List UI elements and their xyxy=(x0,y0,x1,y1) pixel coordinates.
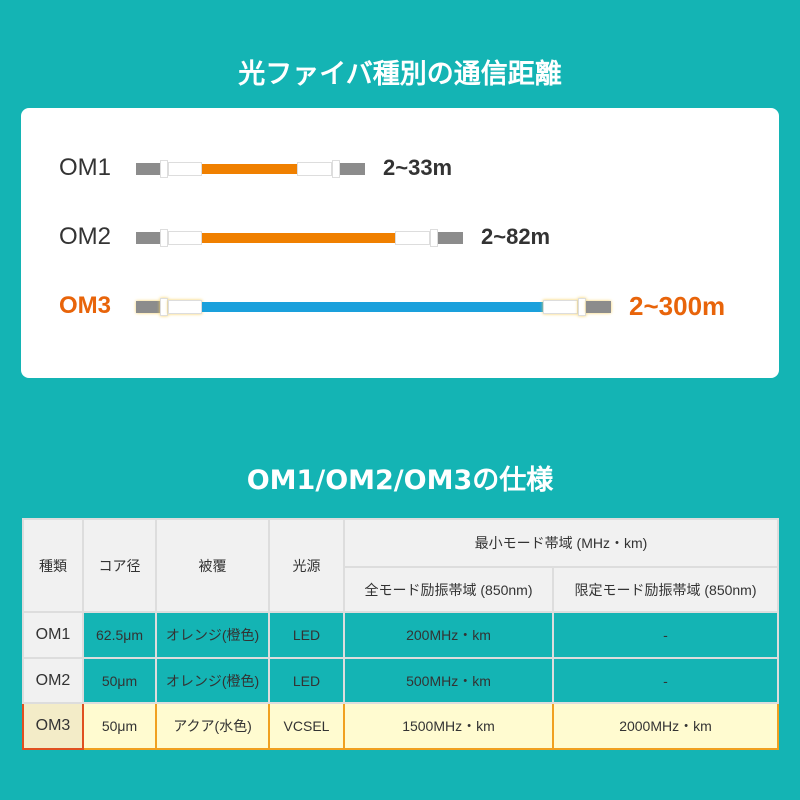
table-cell: 50μm xyxy=(82,657,157,704)
table-cell: 1500MHz・km xyxy=(343,702,554,750)
connector-sleeve xyxy=(168,231,202,245)
connector-plug xyxy=(136,301,160,313)
connector-plug xyxy=(136,163,160,175)
connector-sleeve xyxy=(297,162,332,176)
fiber-cable xyxy=(202,302,543,312)
distance-range: 2~300m xyxy=(629,291,726,321)
table-row: OM3 50μm アクア(水色) VCSEL 1500MHz・km 2000MHz・km xyxy=(22,702,779,750)
header-core: コア径 xyxy=(82,518,157,613)
connector-boot xyxy=(160,298,168,316)
header-type: 種類 xyxy=(22,518,84,613)
table-cell: 50μm xyxy=(82,702,157,750)
table-cell: アクア(水色) xyxy=(155,702,270,750)
table-cell: LED xyxy=(268,611,345,659)
connector-plug xyxy=(438,232,463,244)
table-cell: OM3 xyxy=(22,702,84,750)
connector-sleeve xyxy=(395,231,430,245)
cable-label: OM1 xyxy=(59,154,112,181)
table-cell: オレンジ(橙色) xyxy=(155,611,270,659)
fiber-cable xyxy=(202,164,297,174)
connector-plug xyxy=(340,163,365,175)
table-cell: 200MHz・km xyxy=(343,611,554,659)
table-cell: VCSEL xyxy=(268,702,345,750)
table-cell: - xyxy=(552,611,779,659)
connector-sleeve xyxy=(168,300,202,314)
connector-boot xyxy=(332,160,340,178)
cable-label: OM2 xyxy=(59,223,112,250)
table-cell: 2000MHz・km xyxy=(552,702,779,750)
connector-boot xyxy=(160,229,168,247)
connector-plug xyxy=(136,232,160,244)
header-limited-mode: 限定モード励振帯域 (850nm) xyxy=(552,566,779,613)
table-cell: OM1 xyxy=(22,611,84,659)
table-cell: オレンジ(橙色) xyxy=(155,657,270,704)
table-cell: 62.5μm xyxy=(82,611,157,659)
connector-sleeve xyxy=(543,300,578,314)
table-row: OM2 50μm オレンジ(橙色) LED 500MHz・km - xyxy=(22,657,779,704)
distance-range: 2~82m xyxy=(481,224,551,249)
table-cell: - xyxy=(552,657,779,704)
connector-plug xyxy=(586,301,611,313)
connector-boot xyxy=(578,298,586,316)
header-bandwidth: 最小モード帯域 (MHz・km) xyxy=(343,518,779,568)
fiber-cable xyxy=(202,233,395,243)
table-row: OM1 62.5μm オレンジ(橙色) LED 200MHz・km - xyxy=(22,611,779,659)
header-source: 光源 xyxy=(268,518,345,613)
spec-table: 種類 コア径 被覆 光源 最小モード帯域 (MHz・km) 全モード励振帯域 (… xyxy=(22,518,779,750)
connector-boot xyxy=(160,160,168,178)
header-full-mode: 全モード励振帯域 (850nm) xyxy=(343,566,554,613)
section-title-spec: OM1/OM2/OM3の仕様 xyxy=(246,465,554,496)
table-cell: 500MHz・km xyxy=(343,657,554,704)
connector-boot xyxy=(430,229,438,247)
header-coating: 被覆 xyxy=(155,518,270,613)
section-title-distance: 光ファイバ種別の通信距離 xyxy=(238,59,562,90)
table-cell: OM2 xyxy=(22,657,84,704)
distance-range: 2~33m xyxy=(383,155,453,180)
connector-sleeve xyxy=(168,162,202,176)
table-cell: LED xyxy=(268,657,345,704)
cable-label: OM3 xyxy=(59,292,112,319)
